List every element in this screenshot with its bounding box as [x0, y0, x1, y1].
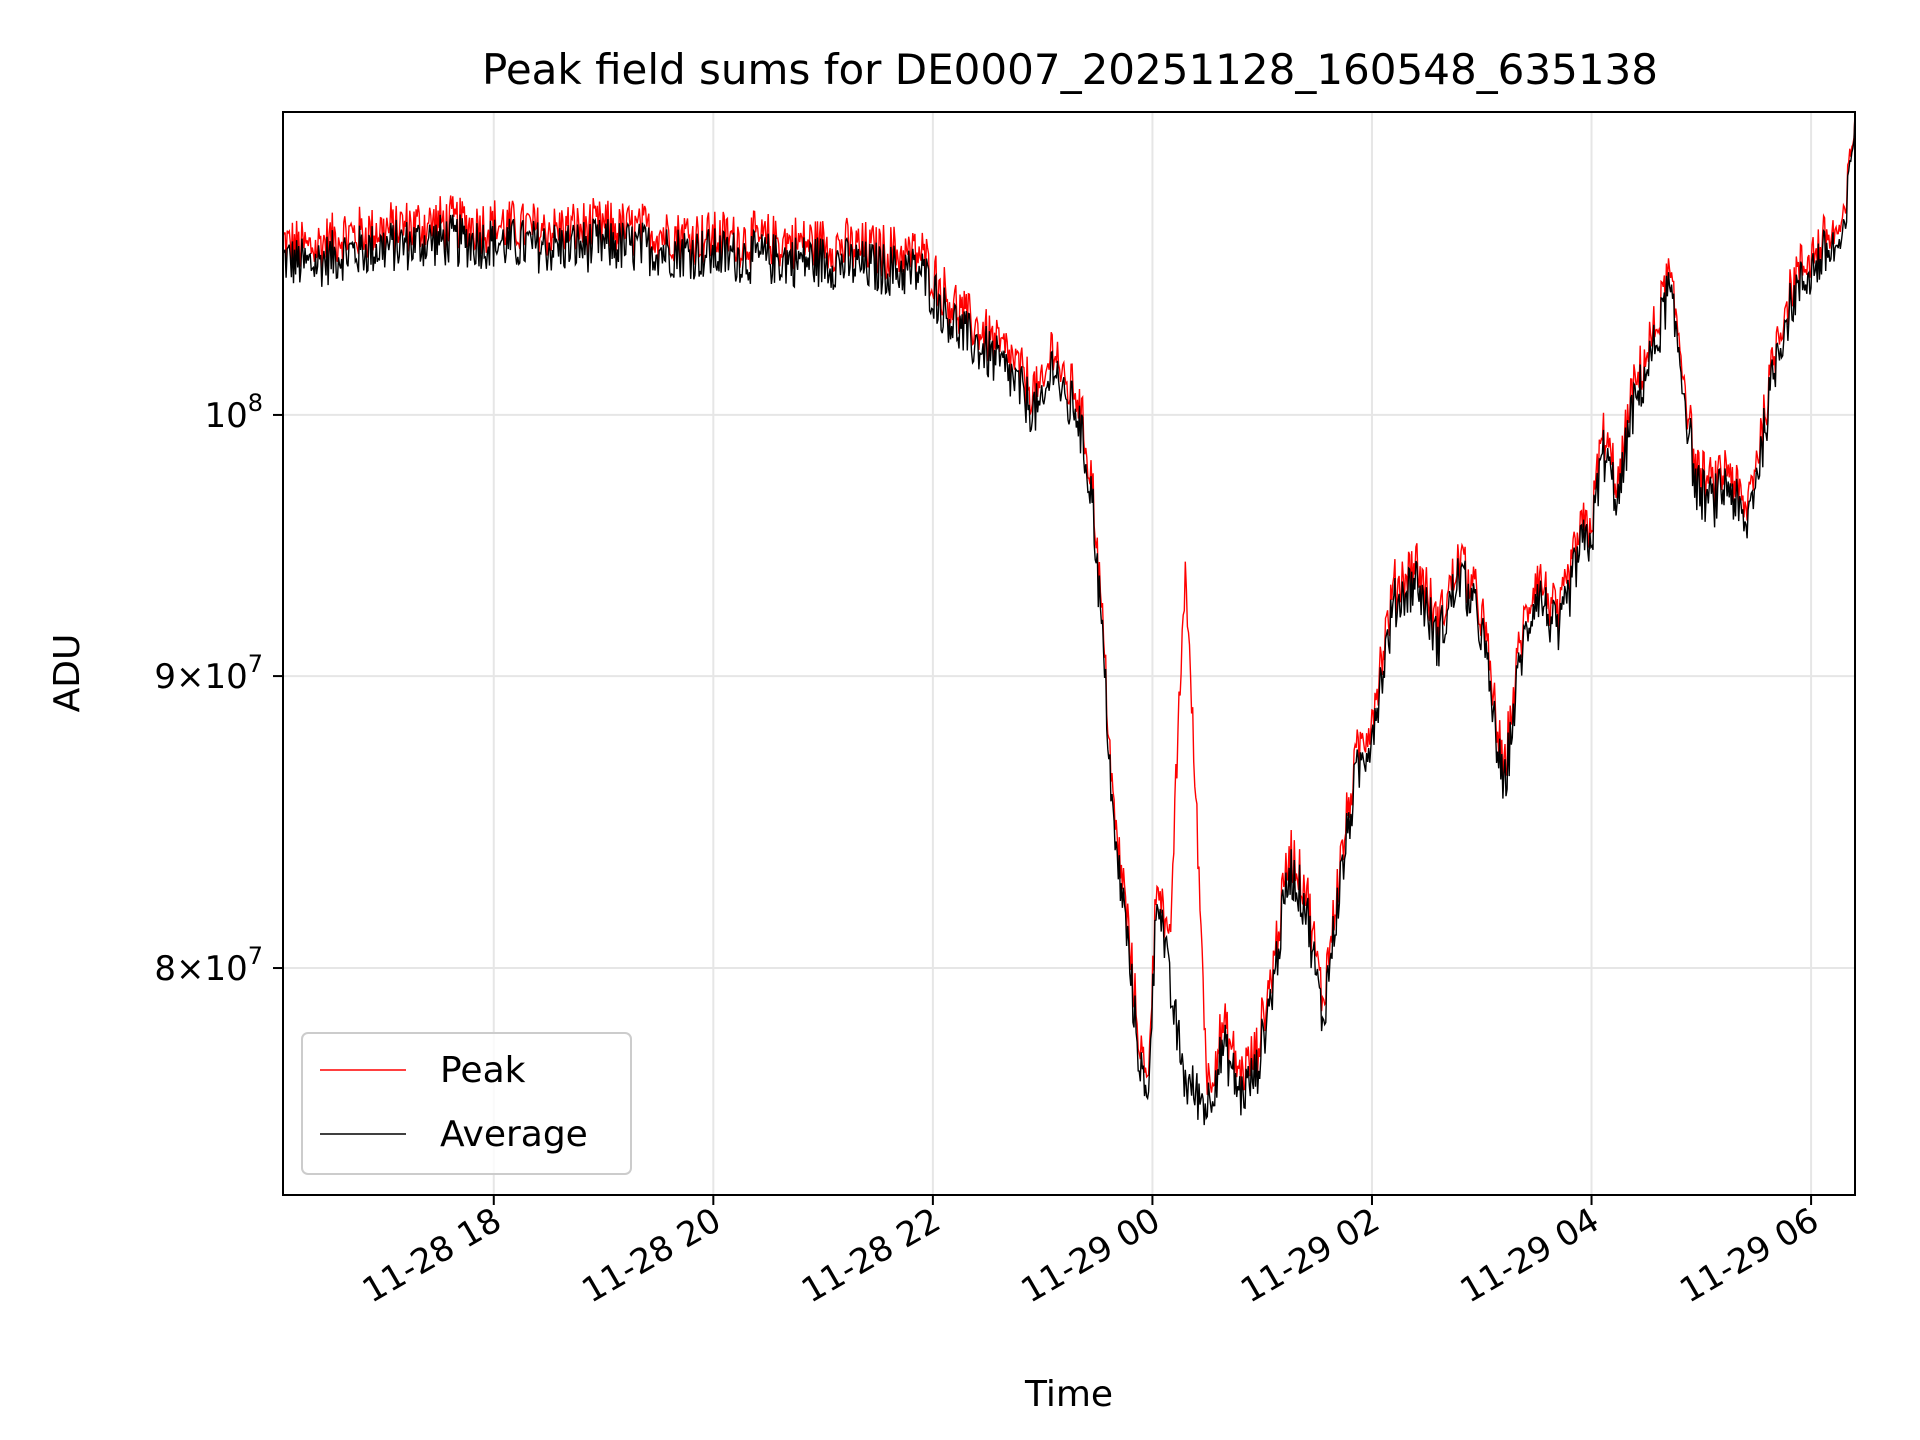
- y-tick-exponent: 8: [248, 389, 263, 417]
- legend-average-label: Average: [440, 1114, 588, 1155]
- legend-box: [301, 1032, 632, 1175]
- x-axis-label: Time: [1024, 1374, 1113, 1415]
- plot-frame: [282, 111, 1856, 1196]
- y-axis-label: ADU: [47, 634, 88, 713]
- chart-title: Peak field sums for DE0007_20251128_1605…: [482, 45, 1658, 94]
- legend-peak-label: Peak: [440, 1050, 526, 1091]
- y-tick-exponent: 7: [248, 650, 263, 678]
- y-tick-label: 9×107: [154, 650, 263, 697]
- legend: Peak Average: [301, 1032, 632, 1175]
- y-tick-label: 8×107: [154, 942, 263, 989]
- average-series-line: [283, 113, 1855, 1126]
- y-tick-exponent: 7: [248, 942, 263, 970]
